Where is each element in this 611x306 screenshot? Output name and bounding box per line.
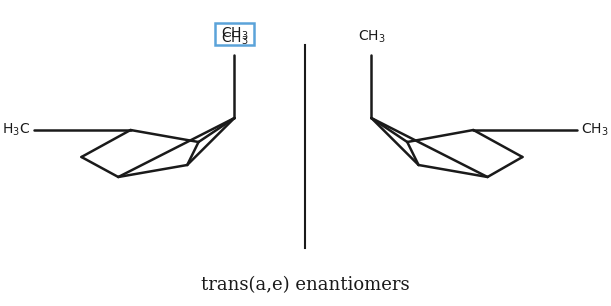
Bar [214,23,254,45]
Text: trans(a,e) enantiomers: trans(a,e) enantiomers [201,276,409,294]
Text: CH$_3$: CH$_3$ [221,31,248,47]
Text: CH$_3$: CH$_3$ [357,28,385,45]
Text: CH$_3$: CH$_3$ [581,122,609,138]
Text: H$_3$C: H$_3$C [2,122,31,138]
Text: CH$_3$: CH$_3$ [221,26,248,42]
